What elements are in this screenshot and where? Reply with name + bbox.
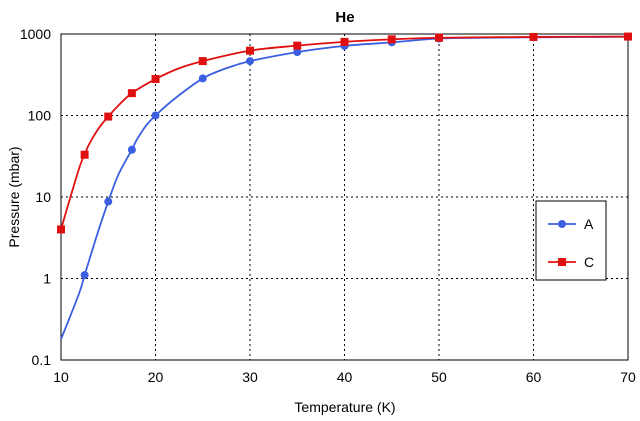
legend-marker-c bbox=[558, 258, 566, 266]
series-a-point bbox=[198, 74, 207, 83]
x-axis-label: Temperature (K) bbox=[294, 399, 395, 415]
series-c-point bbox=[104, 112, 113, 121]
series-c-point bbox=[246, 46, 254, 55]
series-c-point bbox=[435, 33, 443, 42]
y-tick-label: 0.1 bbox=[32, 352, 52, 368]
series-c-point bbox=[198, 57, 207, 66]
x-tick-label: 60 bbox=[526, 369, 542, 385]
x-tick-labels: 10 20 30 40 50 60 70 bbox=[53, 369, 636, 385]
series-a-line bbox=[60, 35, 629, 340]
legend-marker-a bbox=[558, 220, 566, 228]
series-c-point bbox=[80, 150, 89, 159]
x-tick-label: 50 bbox=[431, 369, 447, 385]
y-tick-label: 10 bbox=[35, 189, 51, 205]
y-tick-label: 1 bbox=[43, 271, 51, 287]
series-a-point bbox=[246, 57, 254, 66]
series-c-point bbox=[57, 225, 65, 234]
series-a bbox=[60, 32, 632, 340]
series-c-point bbox=[624, 32, 632, 41]
series-a-point bbox=[151, 111, 160, 120]
legend-box bbox=[535, 200, 607, 281]
grid bbox=[61, 34, 628, 360]
y-axis-label: Pressure (mbar) bbox=[6, 146, 22, 247]
y-tick-labels: 0.1 1 10 100 1000 bbox=[20, 26, 51, 368]
series-c bbox=[57, 32, 632, 234]
chart-title: He bbox=[335, 9, 354, 26]
x-tick-label: 70 bbox=[620, 369, 636, 385]
legend-label-a: A bbox=[584, 216, 594, 232]
x-tick-label: 10 bbox=[53, 369, 69, 385]
plot-frame bbox=[60, 33, 629, 361]
x-tick-label: 40 bbox=[337, 369, 353, 385]
legend-label-c: C bbox=[584, 254, 594, 270]
legend-items: AC bbox=[548, 216, 594, 270]
series-a-point bbox=[127, 145, 136, 154]
series-a-point bbox=[80, 271, 89, 280]
series-layer bbox=[57, 32, 632, 340]
series-a-point bbox=[293, 48, 302, 57]
series-c-point bbox=[529, 32, 538, 41]
x-tick-label: 30 bbox=[242, 369, 258, 385]
x-tick-label: 20 bbox=[148, 369, 164, 385]
series-c-point bbox=[340, 37, 349, 46]
series-c-point bbox=[151, 75, 160, 84]
y-tick-label: 100 bbox=[28, 108, 52, 124]
series-c-point bbox=[127, 89, 136, 98]
y-tick-label: 1000 bbox=[20, 26, 51, 42]
series-a-point bbox=[104, 197, 113, 206]
legend: AC bbox=[535, 200, 607, 281]
series-c-point bbox=[293, 41, 302, 50]
series-c-point bbox=[387, 35, 396, 44]
